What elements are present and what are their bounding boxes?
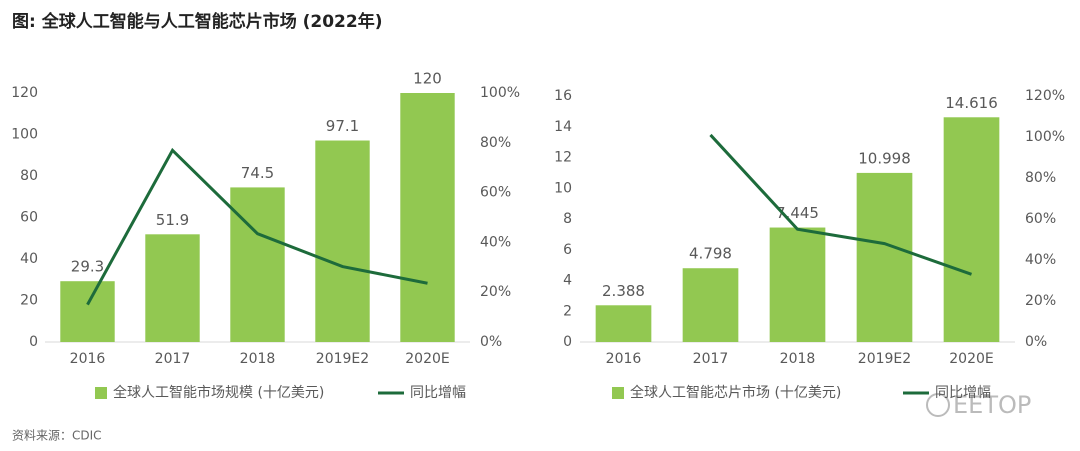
- legend-label: 同比增幅: [935, 385, 991, 401]
- legend-swatch: [95, 387, 107, 399]
- y-tick-label: 6: [563, 242, 572, 258]
- y-tick-label: 40: [20, 251, 38, 267]
- bar: [315, 140, 370, 342]
- y2-tick-label: 80%: [1025, 170, 1056, 186]
- y-tick-label: 120: [11, 85, 38, 101]
- y-tick-label: 14: [554, 119, 572, 135]
- y-tick-label: 16: [554, 88, 572, 104]
- y-tick-label: 0: [563, 334, 572, 350]
- legend-swatch: [612, 387, 624, 399]
- data-label: 10.998: [858, 149, 911, 167]
- source: 资料来源：CDIC: [12, 429, 102, 443]
- x-tick-label: 2018: [240, 351, 276, 367]
- y2-tick-label: 40%: [1025, 252, 1056, 268]
- page-title: 图: 全球人工智能与人工智能芯片市场 (2022年): [12, 11, 383, 32]
- y2-tick-label: 0%: [480, 334, 502, 350]
- y-tick-label: 20: [20, 293, 38, 309]
- bar: [595, 305, 652, 342]
- bar: [60, 281, 115, 342]
- legend-label: 全球人工智能市场规模 (十亿美元): [113, 384, 324, 401]
- bar: [769, 227, 826, 342]
- y2-tick-label: 40%: [480, 234, 511, 250]
- y2-tick-label: 20%: [480, 284, 511, 300]
- x-tick-label: 2016: [70, 351, 106, 367]
- y2-tick-label: 60%: [1025, 211, 1056, 227]
- y2-tick-label: 20%: [1025, 293, 1056, 309]
- x-tick-label: 2018: [780, 351, 816, 367]
- y-tick-label: 4: [563, 273, 572, 289]
- bar: [145, 234, 200, 342]
- data-label: 2.388: [602, 282, 645, 300]
- line: [86, 147, 428, 306]
- data-label: 4.798: [689, 245, 732, 263]
- data-label: 51.9: [156, 211, 189, 229]
- legend-label: 全球人工智能芯片市场 (十亿美元): [630, 384, 841, 401]
- x-tick-label: 2020E: [405, 351, 449, 367]
- x-tick-label: 2019E2: [858, 351, 911, 367]
- y2-tick-label: 100%: [480, 85, 520, 101]
- y2-tick-label: 120%: [1025, 88, 1065, 104]
- x-tick-label: 2020E: [949, 351, 993, 367]
- y-tick-label: 80: [20, 168, 38, 184]
- y2-tick-label: 0%: [1025, 334, 1047, 350]
- data-label: 120: [413, 70, 442, 88]
- y-tick-label: 10: [554, 180, 572, 196]
- bar: [400, 93, 455, 342]
- x-tick-label: 2017: [155, 351, 191, 367]
- data-label: 74.5: [241, 164, 274, 182]
- data-label: 97.1: [326, 117, 359, 135]
- y-tick-label: 0: [29, 334, 38, 350]
- x-tick-label: 2016: [606, 351, 642, 367]
- x-tick-label: 2017: [693, 351, 729, 367]
- data-label: 29.3: [71, 258, 104, 276]
- y-tick-label: 100: [11, 127, 38, 143]
- y-tick-label: 2: [563, 303, 572, 319]
- data-label: 14.616: [945, 94, 998, 112]
- y2-tick-label: 100%: [1025, 129, 1065, 145]
- legend-label: 同比增幅: [410, 385, 466, 401]
- bar: [230, 187, 285, 342]
- watermark: EETOP: [953, 391, 1031, 419]
- bar: [682, 268, 739, 342]
- bar: [856, 172, 913, 342]
- y-tick-label: 12: [554, 150, 572, 166]
- y-tick-label: 60: [20, 210, 38, 226]
- y2-tick-label: 60%: [480, 185, 511, 201]
- bar: [943, 117, 1000, 343]
- x-tick-label: 2019E2: [316, 351, 369, 367]
- line: [709, 133, 972, 276]
- watermark-icon: [926, 393, 950, 417]
- y-tick-label: 8: [563, 211, 572, 227]
- y2-tick-label: 80%: [480, 135, 511, 151]
